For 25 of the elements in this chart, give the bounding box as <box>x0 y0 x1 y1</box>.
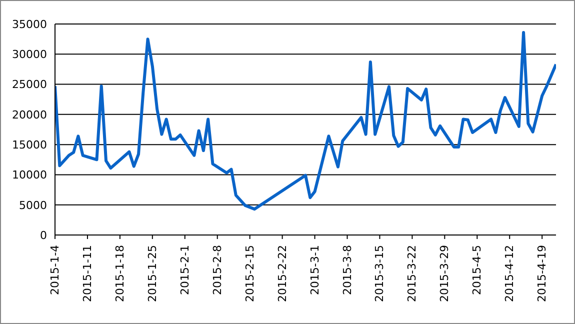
x-tick-label: 2015-2-15 <box>243 245 256 302</box>
x-tick-label: 2015-3-29 <box>438 245 452 302</box>
x-tick-label: 2015-4-12 <box>503 245 516 302</box>
x-tick-label: 2015-1-25 <box>146 245 159 302</box>
line-series <box>55 30 556 211</box>
x-tick-label: 2015-1-4 <box>48 245 62 295</box>
x-tick-label: 2015-3-8 <box>340 245 354 295</box>
y-tick-label: 30000 <box>12 48 47 62</box>
x-tick-label: 2015-4-5 <box>470 245 484 295</box>
x-tick-label: 2015-3-1 <box>308 245 322 295</box>
y-tick-label: 10000 <box>12 168 47 182</box>
x-tick-label: 2015-3-22 <box>406 245 419 302</box>
y-tick-label: 15000 <box>12 138 47 152</box>
x-tick-label: 2015-1-11 <box>80 245 94 302</box>
y-tick-label: 25000 <box>12 78 47 92</box>
x-tick-label: 2015-1-18 <box>113 245 126 302</box>
y-tick-label: 0 <box>40 228 47 242</box>
x-tick-label: 2015-3-15 <box>373 245 386 302</box>
x-tick-label: 2015-2-1 <box>178 245 192 295</box>
x-tick-label: 2015-4-19 <box>536 245 549 302</box>
y-tick-label: 5000 <box>19 198 47 212</box>
y-tick-label: 20000 <box>12 108 47 122</box>
y-tick-label: 35000 <box>12 18 47 31</box>
x-tick-label: 2015-2-8 <box>210 245 224 295</box>
x-tick-label: 2015-2-22 <box>276 245 289 302</box>
